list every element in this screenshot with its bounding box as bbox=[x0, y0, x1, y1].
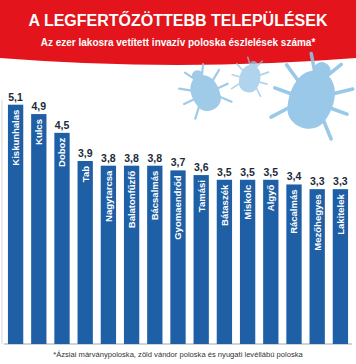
bar bbox=[124, 166, 139, 344]
bar bbox=[147, 166, 162, 344]
category-label: Miskolc bbox=[242, 185, 253, 220]
category-label: Algyő bbox=[265, 185, 276, 212]
subtitle: Az ezer lakosra vetített invazív poloska… bbox=[41, 37, 316, 48]
bar bbox=[170, 170, 185, 344]
category-label: Mezőhegyes bbox=[312, 194, 323, 251]
chart-svg: A LEGFERTŐZÖTTEBB TELEPÜLÉSEK Az ezer lak… bbox=[0, 0, 356, 364]
bars bbox=[8, 105, 348, 344]
data-label: 3,8 bbox=[147, 152, 162, 164]
data-label: 4,9 bbox=[31, 100, 46, 112]
category-label: Tamási bbox=[196, 180, 207, 212]
data-label: 5,1 bbox=[8, 91, 23, 103]
category-label: Bácsalmás bbox=[149, 171, 160, 221]
data-label: 3,4 bbox=[287, 170, 302, 182]
y-axis-line bbox=[2, 100, 3, 344]
data-label: 3,9 bbox=[78, 147, 93, 159]
category-label: Kiskunhalas bbox=[10, 110, 21, 166]
bug-icon bbox=[229, 55, 273, 98]
data-label: 3,5 bbox=[263, 166, 278, 178]
bar bbox=[78, 161, 93, 344]
bug-icon bbox=[265, 46, 356, 141]
bar bbox=[194, 175, 209, 344]
chart-container: A LEGFERTŐZÖTTEBB TELEPÜLÉSEK Az ezer lak… bbox=[0, 0, 356, 364]
bar bbox=[333, 189, 348, 344]
data-label: 3,6 bbox=[194, 161, 209, 173]
data-label: 3,3 bbox=[333, 175, 348, 187]
bar bbox=[310, 189, 325, 344]
data-label: 4,5 bbox=[55, 119, 70, 131]
data-label: 3,5 bbox=[240, 166, 255, 178]
bug-body bbox=[281, 63, 343, 135]
header-band bbox=[0, 0, 356, 65]
category-label: Lakitelek bbox=[335, 193, 346, 234]
category-label: Doboz bbox=[57, 138, 68, 167]
data-label: 3,8 bbox=[124, 152, 139, 164]
bug-head bbox=[311, 60, 334, 83]
category-label: Tab bbox=[80, 166, 91, 182]
data-label: 3,3 bbox=[310, 175, 325, 187]
bug-head bbox=[248, 60, 258, 70]
bar bbox=[286, 184, 301, 344]
bug-icon bbox=[172, 58, 235, 120]
footnote-band bbox=[0, 345, 356, 364]
footnote: *Ázsiai márványpoloska, zöld vándor polo… bbox=[53, 350, 303, 359]
category-label: Nagytarcsa bbox=[103, 170, 114, 222]
bar bbox=[54, 133, 69, 344]
category-label: Bátaszék bbox=[219, 184, 230, 226]
bug-head bbox=[190, 68, 205, 83]
labels: 5,1 Kiskunhalas 4,9 Kulcs 4,5 Doboz 3,9 Tab 3,8 N… bbox=[8, 91, 348, 251]
category-label: Gyomaendrőd bbox=[173, 175, 184, 240]
bug-body bbox=[185, 70, 226, 116]
bar bbox=[217, 180, 232, 344]
category-label: Rácalmás bbox=[289, 189, 300, 233]
bar bbox=[101, 166, 116, 344]
category-label: Kulcs bbox=[33, 119, 44, 145]
bug-body bbox=[236, 62, 263, 95]
category-label: Balatonfűzfő bbox=[126, 171, 137, 229]
data-label: 3,5 bbox=[217, 166, 232, 178]
data-label: 3,8 bbox=[101, 152, 116, 164]
data-label: 3,7 bbox=[171, 156, 186, 168]
bar bbox=[31, 114, 46, 344]
bar bbox=[263, 180, 278, 344]
title: A LEGFERTŐZÖTTEBB TELEPÜLÉSEK bbox=[29, 11, 328, 29]
bar bbox=[8, 105, 23, 344]
bar bbox=[240, 180, 255, 344]
